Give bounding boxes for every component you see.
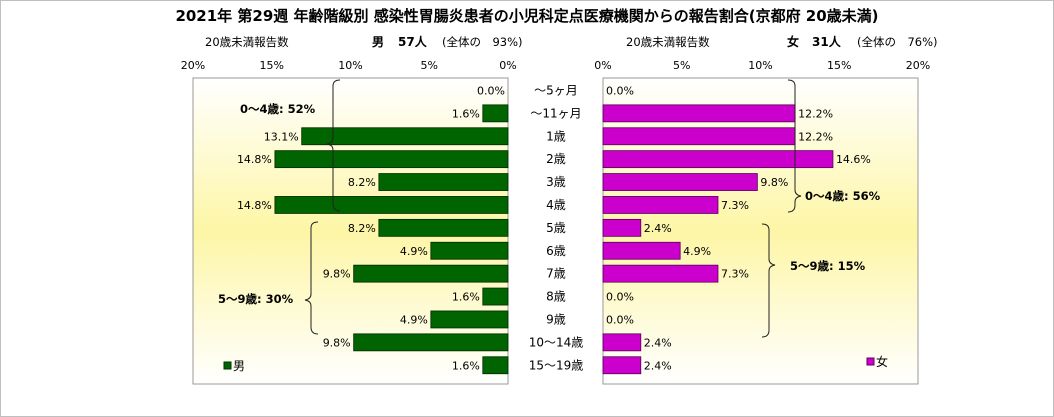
female-bar [602,333,642,352]
bar-marks [274,104,834,375]
male-legend-swatch [223,361,232,370]
male-bar [430,310,509,329]
age-category-label: 2歳 [546,152,566,166]
male-0-4-bracket [326,79,341,212]
male-value-label: 9.8% [323,336,351,349]
female-value-label: 12.2% [798,107,833,120]
female-value-label: 0.0% [606,291,634,304]
female-bar [602,241,681,260]
male-value-label: 9.8% [323,268,351,281]
male-value-label: 1.6% [452,291,480,304]
male-bar [353,264,509,283]
male-value-label: 8.2% [348,176,376,189]
female-value-label: 14.6% [836,153,871,166]
female-bar [602,264,719,283]
male-value-label: 14.8% [237,199,272,212]
male-bar [378,173,509,191]
male-value-label: 4.9% [400,245,428,258]
female-value-label: 7.3% [721,199,749,212]
male-axis-tick-label: 20% [181,59,205,72]
age-category-label: ～5ヶ月 [534,83,578,97]
male-axis-tick-label: 5% [421,59,438,72]
male-bar [378,218,509,237]
age-category-label: 1歳 [546,129,566,143]
male-value-label: 8.2% [348,222,376,235]
male-5-9-bracket [304,221,319,335]
axis-ticks: 20% 15% 10% 5% 0% 0% 5% 10% 15% 20% [181,59,930,72]
female-header-count: 31人 [812,34,842,49]
male-bar [274,150,509,169]
age-category-label: 15～19歳 [529,358,584,372]
female-5-9-group-label: 5～9歳: 15% [790,259,866,273]
male-value-label: 14.8% [237,153,272,166]
male-value-label: 13.1% [264,130,299,143]
female-bar [602,173,758,191]
male-bar [482,356,509,375]
female-bar [602,127,796,146]
male-bar [301,127,509,146]
age-category-label: 8歳 [546,290,566,304]
male-value-label: 4.9% [400,313,428,326]
female-axis-tick-label: 0% [594,59,611,72]
data-labels: 0.0% 0.0% 1.6% 12.2% 13.1% 12.2% 14.8% 14.6% 8.2… [237,84,871,372]
male-value-label: 0.0% [477,84,505,97]
male-bar [353,333,509,352]
female-value-label: 9.8% [760,176,788,189]
male-axis-tick-label: 10% [338,59,362,72]
female-axis-tick-label: 10% [748,59,772,72]
female-bar [602,356,642,375]
female-value-label: 2.4% [644,359,672,372]
female-value-label: 2.4% [644,336,672,349]
male-value-label: 1.6% [452,359,480,372]
female-value-label: 0.0% [606,313,634,326]
male-bar [482,104,509,123]
male-header-share: (全体の 93%) [442,35,523,49]
age-category-label: 3歳 [546,175,566,189]
female-axis-tick-label: 15% [827,59,851,72]
female-value-label: 0.0% [606,84,634,97]
age-category-label: ～11ヶ月 [530,106,581,120]
age-category-label: 7歳 [546,267,566,281]
female-axis-tick-label: 5% [673,59,690,72]
chart-title: 2021年 第29週 年齢階級別 感染性胃腸炎患者の小児科定点医療機関からの報告… [175,7,878,25]
male-axis-tick-label: 0% [499,59,516,72]
female-bar [602,196,719,214]
female-header-sex: 女 [787,34,799,49]
female-value-label: 4.9% [683,245,711,258]
age-category-label: 4歳 [546,198,566,212]
female-0-4-group-label: 0～4歳: 56% [805,189,881,203]
male-5-9-group-label: 5～9歳: 30% [218,292,294,306]
female-axis-tick-label: 20% [906,59,930,72]
male-bar [482,287,509,306]
age-category-label: 9歳 [546,312,566,326]
female-5-9-bracket [761,223,776,338]
age-category-label: 5歳 [546,221,566,235]
male-value-label: 1.6% [452,107,480,120]
male-header-sex: 男 [372,35,384,49]
female-value-label: 2.4% [644,222,672,235]
male-axis-tick-label: 15% [260,59,284,72]
age-category-label: 6歳 [546,244,566,258]
female-bar [602,104,796,123]
female-header-share: (全体の 76%) [857,35,938,49]
female-bar [602,218,642,237]
female-bar [602,150,834,169]
female-value-label: 12.2% [798,130,833,143]
male-bar [430,241,509,260]
male-header-count: 57人 [398,34,428,49]
male-header-caption: 20歳未満報告数 [205,35,289,49]
female-0-4-bracket [787,79,802,213]
category-labels: ～5ヶ月 ～11ヶ月 1歳 2歳 3歳 4歳 5歳 6歳 7歳 8歳 9歳 10～14歳 15～19歳 [529,83,584,372]
female-header-caption: 20歳未満報告数 [626,35,710,49]
male-0-4-group-label: 0～4歳: 52% [240,102,316,116]
female-legend-label: 女 [876,354,888,369]
female-legend-swatch [866,357,875,366]
age-category-label: 10～14歳 [529,335,584,349]
male-bar [274,196,509,214]
female-value-label: 7.3% [721,268,749,281]
male-legend-label: 男 [233,359,245,373]
